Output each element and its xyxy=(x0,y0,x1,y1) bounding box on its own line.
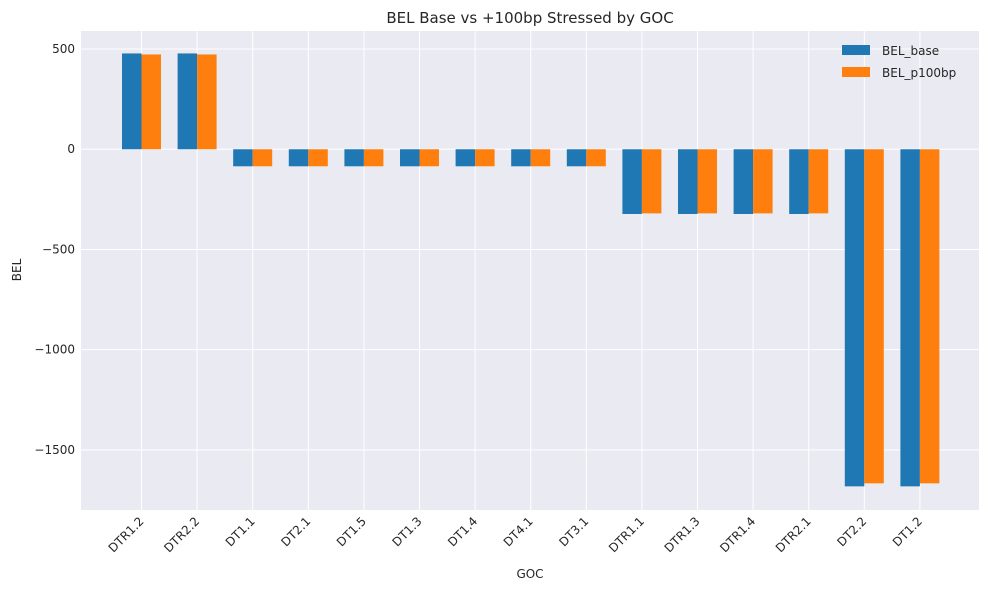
y-tick-label: 500 xyxy=(52,42,75,56)
x-tick-label: DT1.1 xyxy=(223,514,258,549)
bar-bel-base xyxy=(233,149,253,167)
y-tick-label: 0 xyxy=(67,142,75,156)
bar-bel-p100bp xyxy=(530,149,551,167)
bar-bel-p100bp xyxy=(197,54,217,150)
legend-label: BEL_base xyxy=(882,44,939,58)
bar-bel-p100bp xyxy=(697,149,717,214)
x-tick-label: DTR1.2 xyxy=(106,514,147,555)
bar-bel-base xyxy=(566,149,587,167)
y-tick-label: −1000 xyxy=(34,343,75,357)
x-tick-label: DT2.1 xyxy=(278,514,313,549)
y-axis-ticks: 500 0 −500 −1000 −1500 xyxy=(34,42,75,457)
bar-bel-base xyxy=(177,53,198,150)
bar-bel-base xyxy=(455,149,476,167)
y-tick-label: −1500 xyxy=(34,443,75,457)
bar-bel-base xyxy=(288,149,309,167)
bar-bel-p100bp xyxy=(864,149,884,484)
x-tick-label: DT3.1 xyxy=(556,514,591,549)
y-axis-label: BEL xyxy=(10,258,24,281)
legend-swatch xyxy=(842,67,870,77)
bars xyxy=(122,53,940,487)
legend-label: BEL_p100bp xyxy=(882,66,956,80)
x-tick-label: DTR1.3 xyxy=(662,514,703,555)
bar-bel-base xyxy=(622,149,642,214)
x-tick-label: DT1.4 xyxy=(445,514,480,549)
bar-bel-p100bp xyxy=(586,149,606,167)
x-tick-label: DT1.3 xyxy=(390,514,425,549)
x-tick-label: DTR2.1 xyxy=(773,514,814,555)
legend-swatch xyxy=(842,45,870,55)
bar-bel-p100bp xyxy=(641,149,662,214)
x-tick-label: DTR1.1 xyxy=(606,514,647,555)
bar-bel-base xyxy=(900,149,920,487)
bar-bel-base xyxy=(400,149,420,167)
bar-bel-base xyxy=(678,149,698,214)
bar-bel-p100bp xyxy=(363,149,384,167)
bar-bel-base xyxy=(789,149,809,214)
legend: BEL_base BEL_p100bp xyxy=(842,44,956,80)
chart-title: BEL Base vs +100bp Stressed by GOC xyxy=(386,9,673,27)
bar-bel-p100bp xyxy=(308,149,328,167)
plot-background xyxy=(81,31,979,510)
x-axis-label: GOC xyxy=(516,567,543,581)
x-tick-label: DTR2.2 xyxy=(161,514,202,555)
bar-bel-base xyxy=(344,149,364,167)
x-tick-label: DT4.1 xyxy=(501,514,536,549)
bar-bel-base xyxy=(844,149,865,487)
bar-bel-base xyxy=(511,149,531,167)
bar-bel-base xyxy=(122,53,142,150)
bar-bel-p100bp xyxy=(475,149,495,167)
x-tick-label: DT1.5 xyxy=(334,514,369,549)
x-tick-label: DT2.2 xyxy=(834,514,869,549)
bar-bel-p100bp xyxy=(141,54,161,150)
x-axis-ticks: DTR1.2 DTR2.2 DT1.1 DT2.1 DT1.5 DT1.3 DT1.4 DT4… xyxy=(106,514,925,555)
bar-bel-p100bp xyxy=(753,149,773,214)
bar-bel-p100bp xyxy=(919,149,940,484)
x-tick-label: DT1.2 xyxy=(890,514,925,549)
x-tick-label: DTR1.4 xyxy=(717,514,758,555)
bar-bel-p100bp xyxy=(808,149,829,214)
bar-bel-p100bp xyxy=(419,149,439,167)
bar-bel-p100bp xyxy=(252,149,273,167)
bar-bel-base xyxy=(733,149,754,214)
y-tick-label: −500 xyxy=(42,242,75,256)
